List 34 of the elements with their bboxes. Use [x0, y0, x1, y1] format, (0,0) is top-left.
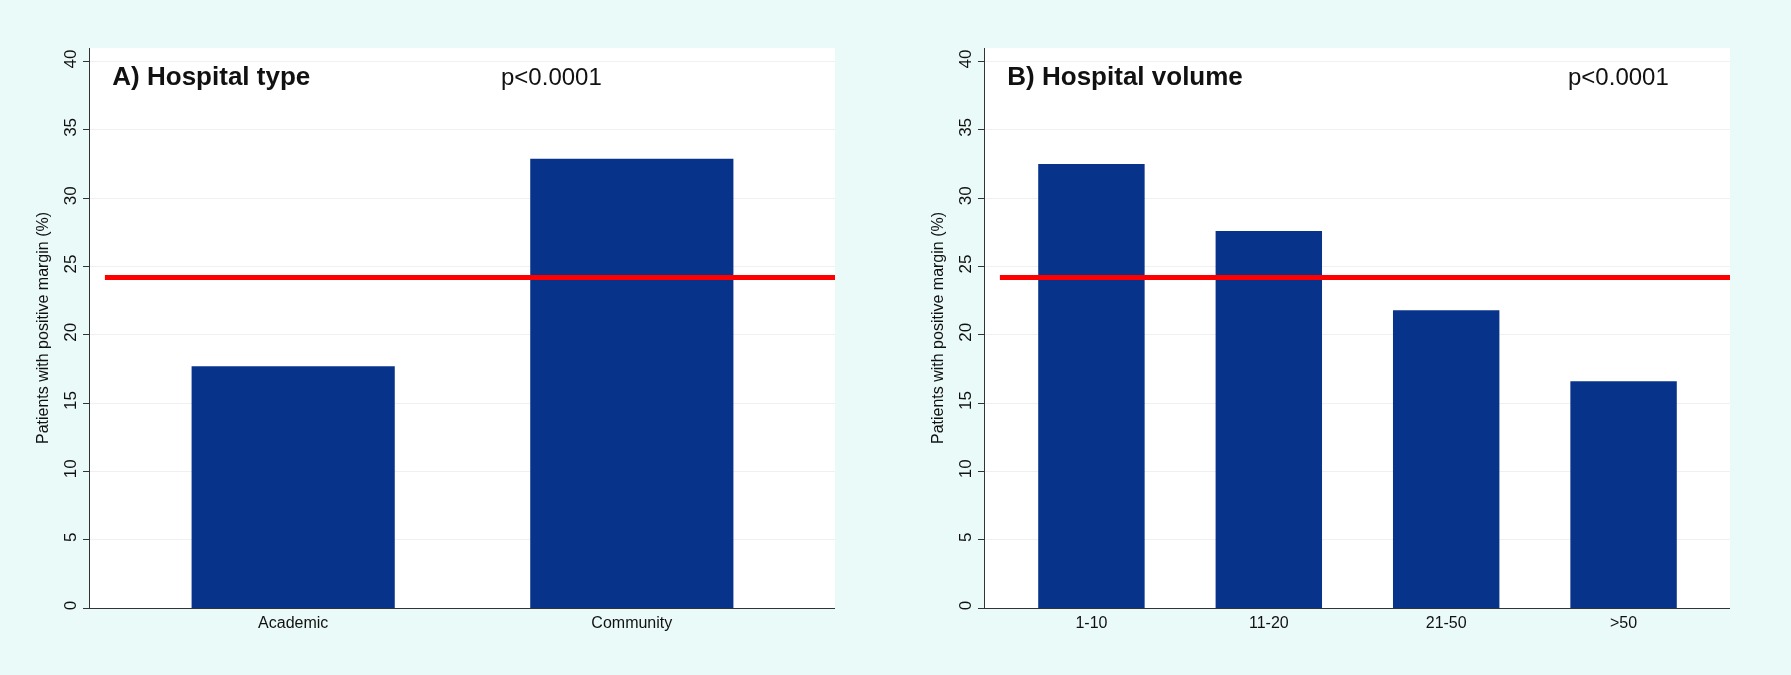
y-tick-label: 20 — [61, 322, 81, 342]
annotation: p<0.0001 — [501, 63, 602, 90]
bar — [1570, 381, 1677, 608]
x-tick-label: 11-20 — [1248, 614, 1289, 632]
y-tick-label: 15 — [61, 391, 81, 411]
bar — [1392, 310, 1500, 608]
text: B) Hospital volume — [1007, 61, 1243, 92]
y-tick-label: 0 — [61, 600, 81, 611]
y-tick-label: 10 — [956, 459, 976, 479]
x-tick-label: 21-50 — [1425, 614, 1467, 632]
y-axis-title: Patients with positive margin (%) — [34, 211, 52, 445]
y-tick-label: 25 — [956, 254, 976, 274]
y-tick-label: 5 — [61, 532, 81, 542]
y-tick-label: 0 — [956, 600, 976, 611]
y-tick-label: 10 — [61, 459, 81, 479]
y-tick-label: 35 — [61, 117, 81, 137]
annotation: p<0.0001 — [1568, 63, 1669, 90]
y-axis-title: Patients with positive margin (%) — [929, 211, 947, 445]
x-tick-label: >50 — [1610, 614, 1638, 632]
y-tick-label: 35 — [956, 117, 976, 137]
y-tick-label: 5 — [956, 532, 976, 542]
y-tick-label: 15 — [956, 391, 976, 411]
y-tick-label: 40 — [61, 49, 81, 69]
bar — [1215, 231, 1323, 608]
x-tick-label: 1-10 — [1075, 614, 1108, 632]
y-tick-label: 40 — [956, 49, 976, 69]
y-tick-label: 30 — [61, 186, 81, 206]
bar — [1038, 164, 1145, 608]
y-tick-label: 30 — [956, 186, 976, 206]
x-tick-label: Community — [591, 614, 673, 632]
x-tick-label: Academic — [258, 614, 329, 632]
y-tick-label: 25 — [61, 254, 81, 274]
text: A) Hospital type — [112, 61, 311, 92]
y-tick-label: 20 — [956, 322, 976, 342]
